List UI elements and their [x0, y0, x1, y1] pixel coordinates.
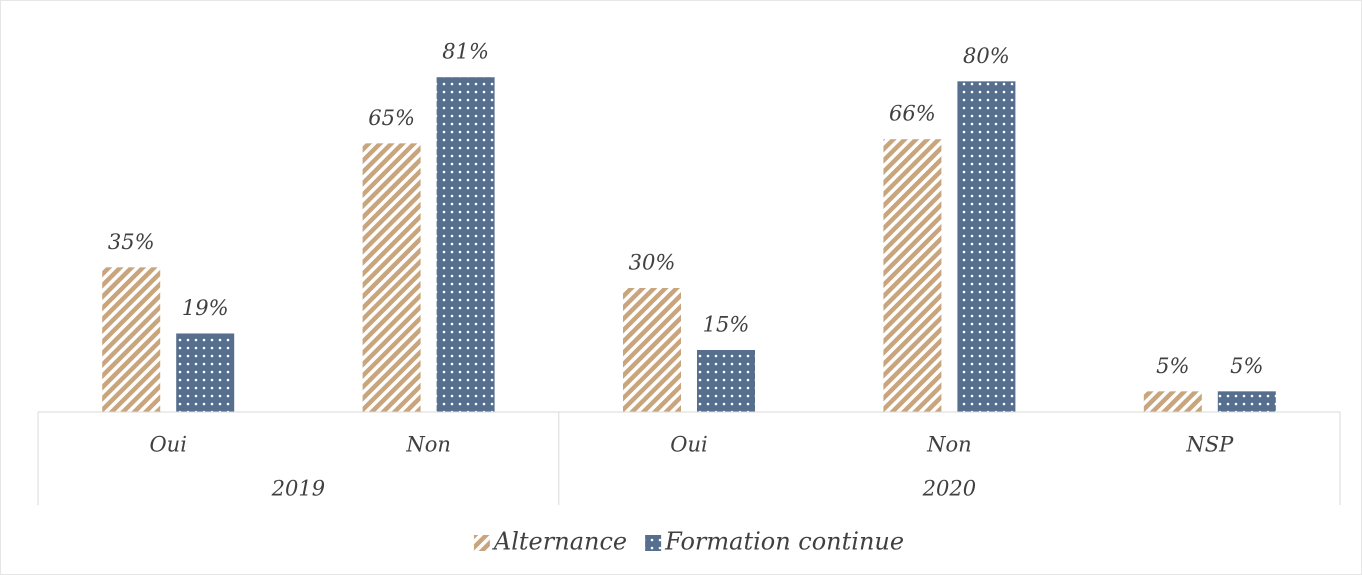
data-label: 80% [963, 44, 1010, 68]
x-tick-label: Non [405, 433, 451, 457]
bar [957, 81, 1016, 412]
bar [362, 143, 421, 413]
data-label: 5% [1156, 354, 1189, 378]
bar [623, 288, 681, 412]
bar [883, 139, 942, 412]
x-tick-label: Oui [670, 433, 707, 457]
x-tick-label: Non [926, 433, 972, 457]
data-label: 65% [368, 106, 415, 130]
legend-swatch [473, 535, 490, 551]
data-label: 81% [442, 40, 489, 64]
data-label: 35% [108, 230, 155, 254]
data-label: 30% [629, 251, 676, 275]
data-label: 66% [889, 102, 936, 126]
group-label: 2020 [922, 477, 976, 501]
legend-label: Formation continue [664, 528, 904, 556]
bar [436, 77, 495, 412]
bar [102, 267, 161, 412]
bar [176, 333, 235, 412]
legend-label: Alternance [492, 528, 627, 556]
x-tick-label: NSP [1185, 433, 1234, 457]
bar [1217, 391, 1276, 412]
bar [697, 350, 755, 412]
bar [1143, 391, 1202, 412]
legend-swatch [645, 535, 662, 551]
x-tick-label: Oui [149, 433, 186, 457]
group-label: 2019 [271, 477, 325, 501]
data-label: 5% [1230, 354, 1263, 378]
data-label: 15% [703, 313, 750, 337]
data-label: 19% [182, 296, 229, 320]
